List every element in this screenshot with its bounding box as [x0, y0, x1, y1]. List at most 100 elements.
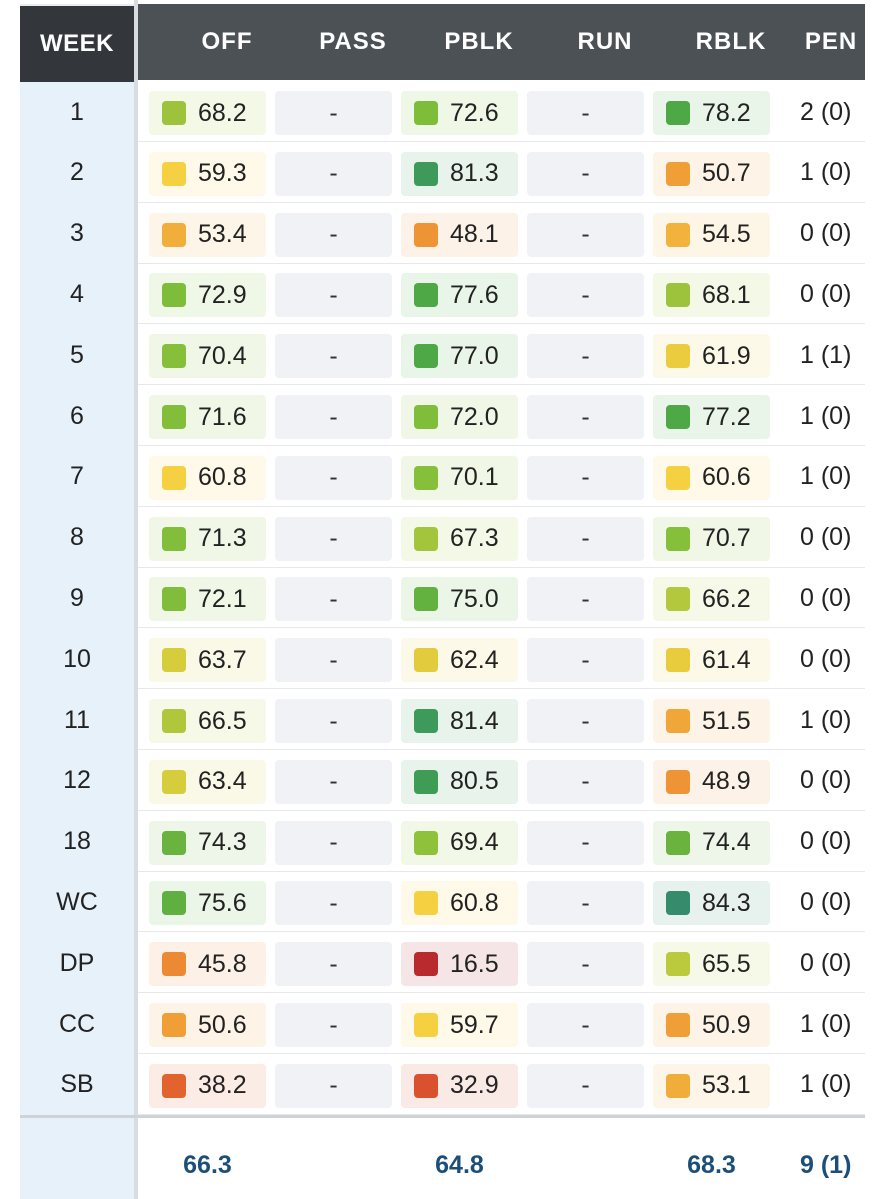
row-divider	[138, 384, 865, 386]
footer-pblk-avg: 64.8	[435, 1150, 484, 1179]
week-label: 7	[70, 462, 84, 491]
grade-color-swatch	[162, 283, 186, 308]
rblk-grade-value: 84.3	[702, 888, 751, 917]
rblk-grade-value: 50.9	[702, 1010, 751, 1039]
grade-color-swatch	[666, 1013, 690, 1037]
penalty-count: 0 (0)	[800, 523, 852, 552]
header-rblk[interactable]: RBLK	[695, 28, 767, 55]
pblk-grade-cell: 62.4	[401, 638, 518, 683]
pblk-grade-cell: 16.5	[401, 942, 518, 987]
penalty-count: 1 (0)	[800, 705, 852, 734]
off-grade-value: 74.3	[198, 828, 247, 857]
grade-color-swatch	[666, 283, 690, 308]
row-divider	[138, 262, 865, 264]
pblk-grade-value: 75.0	[450, 584, 499, 613]
rblk-grade-value: 65.5	[702, 949, 751, 978]
penalty-count: 1 (0)	[800, 1070, 852, 1099]
off-grade-cell: 66.5	[149, 699, 266, 743]
header-pblk[interactable]: PBLK	[444, 28, 514, 55]
grade-color-swatch	[162, 587, 186, 612]
off-grade-value: 75.6	[198, 888, 247, 917]
off-grade-value: 60.8	[198, 463, 247, 492]
off-grade-value: 66.5	[198, 706, 247, 735]
table-row: 8 71.3 67.3 70.7 - - 0 (0)	[20, 508, 865, 568]
row-divider	[138, 992, 865, 994]
pblk-grade-cell: 77.6	[401, 273, 518, 318]
grade-color-swatch	[414, 161, 438, 186]
run-grade-empty: -	[527, 516, 644, 561]
rblk-grade-value: 54.5	[702, 220, 751, 249]
grade-color-swatch	[414, 101, 438, 125]
penalty-count: 0 (0)	[800, 583, 852, 612]
header-pen[interactable]: PEN	[804, 28, 858, 55]
table-row: 11 66.5 81.4 51.5 - - 1 (0)	[20, 690, 865, 750]
off-grade-value: 63.4	[198, 767, 247, 796]
off-grade-value: 50.6	[198, 1010, 247, 1039]
grade-color-swatch	[666, 101, 690, 125]
run-grade-empty: -	[527, 1003, 644, 1047]
pblk-grade-cell: 72.0	[401, 395, 518, 439]
run-grade-empty: -	[527, 395, 644, 439]
pblk-grade-cell: 81.3	[401, 151, 518, 196]
pass-grade-empty: -	[275, 942, 392, 987]
week-label: 18	[63, 827, 91, 856]
pblk-grade-cell: 80.5	[401, 759, 518, 804]
run-grade-empty: -	[527, 638, 644, 683]
pblk-grade-value: 67.3	[450, 524, 499, 553]
row-divider	[138, 201, 865, 203]
grade-color-swatch	[414, 952, 438, 977]
header-off[interactable]: OFF	[201, 28, 253, 55]
rblk-grade-cell: 50.7	[653, 151, 770, 196]
grade-color-swatch	[414, 1073, 438, 1098]
header-run[interactable]: RUN	[577, 28, 633, 55]
rblk-grade-value: 50.7	[702, 159, 751, 188]
grade-color-swatch	[666, 830, 690, 855]
penalty-count: 1 (0)	[800, 401, 852, 430]
header-week[interactable]: WEEK	[20, 4, 134, 82]
off-grade-value: 71.3	[198, 524, 247, 553]
week-label: 10	[63, 644, 91, 673]
pblk-grade-value: 72.0	[450, 402, 499, 431]
grade-color-swatch	[414, 769, 438, 794]
row-divider	[138, 1053, 865, 1054]
grade-color-swatch	[666, 709, 690, 733]
week-label: 1	[70, 97, 84, 126]
run-grade-empty: -	[527, 273, 644, 318]
run-grade-empty: -	[527, 1063, 644, 1108]
grade-color-swatch	[162, 222, 186, 247]
week-label: CC	[58, 1009, 96, 1038]
table-row: DP 45.8 16.5 65.5 - - 0 (0)	[20, 933, 865, 994]
pass-grade-empty: -	[275, 212, 392, 257]
penalty-count: 1 (0)	[800, 462, 852, 491]
penalty-count: 0 (0)	[800, 827, 852, 856]
week-label: DP	[59, 948, 95, 977]
penalty-count: 0 (0)	[800, 766, 852, 795]
footer-rblk-avg: 68.3	[687, 1150, 736, 1179]
grade-color-swatch	[162, 830, 186, 855]
off-grade-cell: 63.4	[149, 759, 266, 804]
header-pass[interactable]: PASS	[319, 28, 387, 55]
week-label: 3	[70, 219, 84, 248]
penalty-count: 0 (0)	[800, 948, 852, 977]
grade-color-swatch	[666, 891, 690, 916]
rblk-grade-value: 74.4	[702, 828, 751, 857]
off-grade-value: 72.9	[198, 280, 247, 309]
run-grade-empty: -	[527, 91, 644, 135]
run-grade-empty: -	[527, 881, 644, 926]
pblk-grade-value: 48.1	[450, 220, 499, 249]
row-divider	[138, 505, 865, 507]
table-row: 9 72.1 75.0 66.2 - - 0 (0)	[20, 568, 865, 629]
pass-grade-empty: -	[275, 273, 392, 318]
off-grade-value: 70.4	[198, 341, 247, 370]
pblk-grade-value: 32.9	[450, 1071, 499, 1100]
footer-off-avg: 66.3	[183, 1150, 232, 1179]
grade-color-swatch	[162, 1073, 186, 1098]
run-grade-empty: -	[527, 759, 644, 804]
off-grade-cell: 63.7	[149, 638, 266, 683]
pass-grade-empty: -	[275, 881, 392, 926]
rblk-grade-cell: 70.7	[653, 516, 770, 561]
rblk-grade-value: 53.1	[702, 1071, 751, 1100]
week-label: 6	[70, 401, 84, 430]
header-bar: OFF PASS PBLK RUN RBLK PEN	[138, 4, 865, 80]
pblk-grade-cell: 69.4	[401, 820, 518, 865]
